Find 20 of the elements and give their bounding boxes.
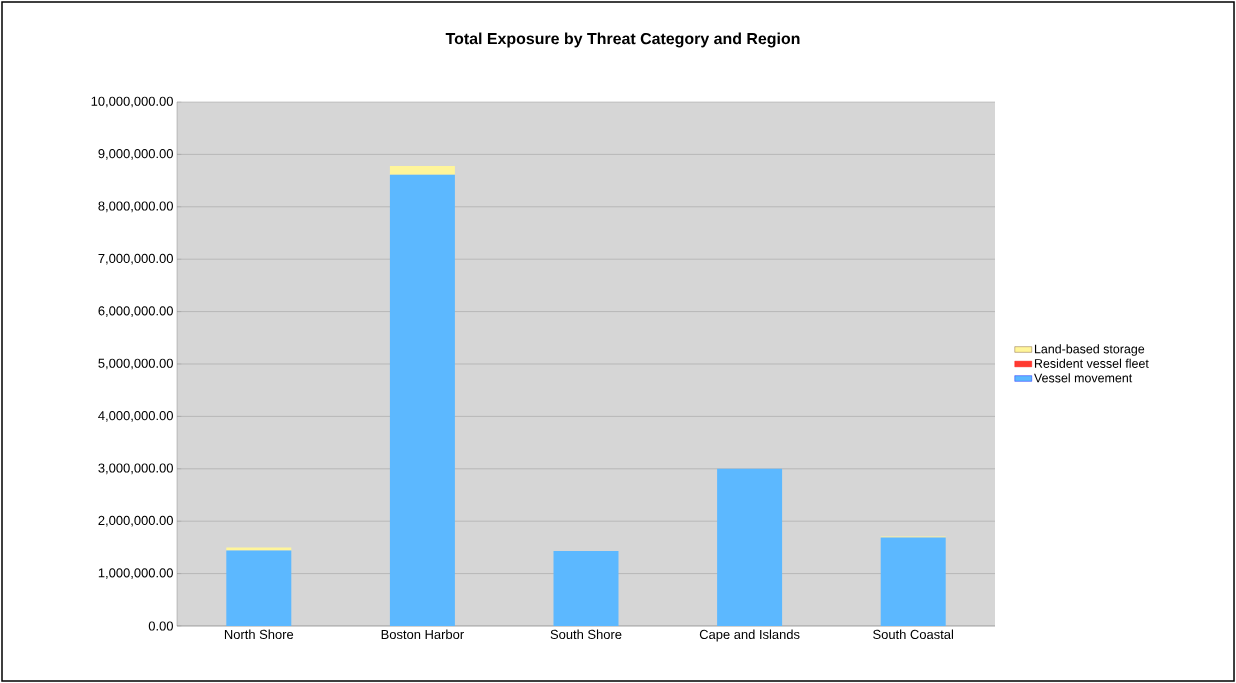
y-tick-label: 6,000,000.00 <box>98 306 173 317</box>
y-tick-label: 1,000,000.00 <box>98 568 173 579</box>
y-tick-label: 10,000,000.00 <box>91 96 173 108</box>
y-tick-label: 3,000,000.00 <box>98 463 173 475</box>
x-tick-label: North Shore <box>224 629 294 640</box>
chart-title: Total Exposure by Threat Category and Region <box>445 32 800 48</box>
y-tick-label: 4,000,000.00 <box>98 411 173 422</box>
legend-label: Land-based storage <box>1034 344 1145 356</box>
y-tick-label: 8,000,000.00 <box>98 201 173 213</box>
legend-label: Resident vessel fleet <box>1034 358 1149 368</box>
y-tick-label: 2,000,000.00 <box>98 515 173 527</box>
y-tick-label: 0.00 <box>148 621 173 631</box>
x-tick-label: Cape and Islands <box>699 629 800 642</box>
legend-label: Vessel movement <box>1034 373 1133 383</box>
y-tick-label: 5,000,000.00 <box>98 358 173 370</box>
y-tick-label: 9,000,000.00 <box>98 149 173 160</box>
y-tick-label: 7,000,000.00 <box>98 253 173 265</box>
x-tick-label: South Coastal <box>873 629 953 640</box>
x-tick-label: Boston Harbor <box>381 629 464 640</box>
x-tick-label: South Shore <box>550 629 622 640</box>
